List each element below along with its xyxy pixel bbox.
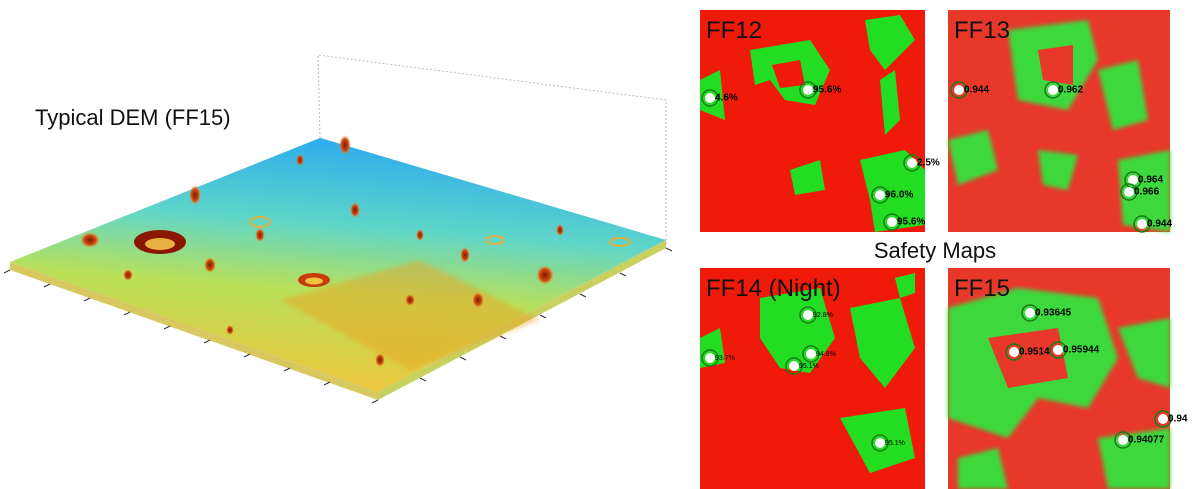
- site-label: 94.8%: [816, 351, 836, 358]
- site-label: 0.966: [1134, 187, 1159, 198]
- figure: Typical DEM (FF15) Safety Maps FF12 4.6% 9…: [0, 0, 1193, 489]
- site-marker: [887, 217, 897, 227]
- site-marker: [1158, 414, 1168, 424]
- dem-title: Typical DEM (FF15): [35, 105, 231, 130]
- site-marker: [1048, 85, 1058, 95]
- panel-label: FF15: [954, 275, 1010, 302]
- site-label: 95.1%: [885, 440, 905, 447]
- panel-label: FF12: [706, 17, 762, 44]
- site-marker: [1025, 308, 1035, 318]
- site-marker: [806, 349, 816, 359]
- site-label: 95.6%: [813, 85, 841, 96]
- site-marker: [1053, 345, 1063, 355]
- site-marker: [1124, 187, 1134, 197]
- site-marker: [1118, 435, 1128, 445]
- site-marker: [705, 353, 715, 363]
- site-label: 95.1%: [799, 363, 819, 370]
- safety-title: Safety Maps: [874, 238, 996, 263]
- site-label: 0.964: [1138, 175, 1163, 186]
- site-marker: [907, 158, 917, 168]
- site-marker: [803, 310, 813, 320]
- site-marker: [705, 93, 715, 103]
- site-marker: [954, 85, 964, 95]
- site-label: 95.6%: [897, 217, 925, 228]
- site-label: 0.93645: [1035, 308, 1072, 319]
- site-label: 93.7%: [715, 355, 735, 362]
- site-label: 4.6%: [715, 93, 738, 104]
- site-marker: [1009, 347, 1019, 357]
- site-label: 2.5%: [917, 158, 940, 169]
- site-marker: [803, 85, 813, 95]
- site-label: 0.94: [1168, 414, 1188, 425]
- site-label: 96.0%: [885, 190, 913, 201]
- panel-label: FF14 (Night): [706, 275, 841, 302]
- site-marker: [789, 361, 799, 371]
- site-marker: [875, 438, 885, 448]
- site-label: 92.8%: [813, 312, 833, 319]
- site-label: 0.944: [964, 85, 989, 96]
- site-label: 0.962: [1058, 85, 1083, 96]
- site-label: 0.9514: [1019, 347, 1050, 358]
- dem-surface: [10, 138, 666, 392]
- dem-plot: Typical DEM (FF15): [4, 55, 672, 403]
- site-marker: [875, 190, 885, 200]
- site-label: 0.95944: [1063, 345, 1100, 356]
- panel-label: FF13: [954, 17, 1010, 44]
- site-label: 0.94077: [1128, 435, 1165, 446]
- site-marker: [1137, 219, 1147, 229]
- site-label: 0.944: [1147, 219, 1172, 230]
